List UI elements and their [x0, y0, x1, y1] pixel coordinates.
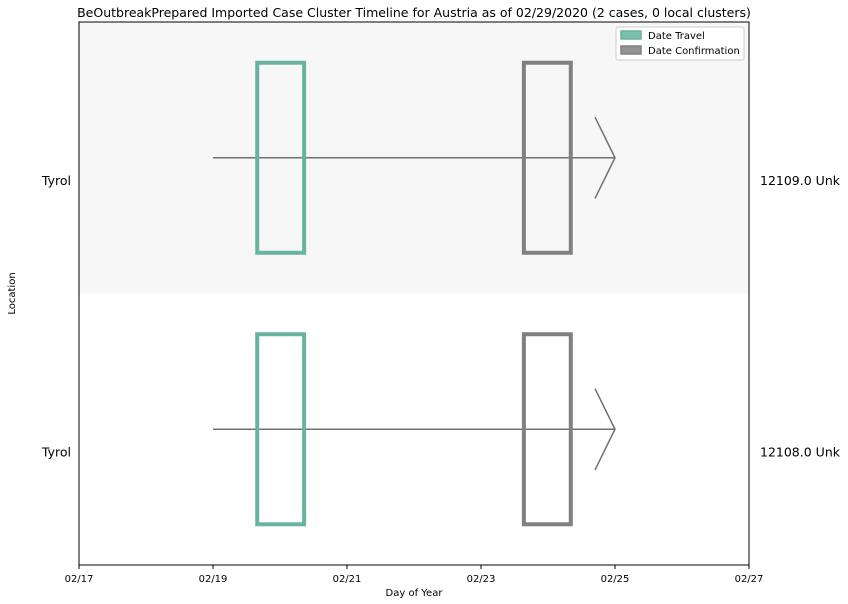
x-tick-label: 02/21 [333, 574, 362, 585]
case-id-label: 12108.0 Unk [760, 444, 841, 459]
location-label: Tyrol [41, 173, 71, 188]
case-0: Tyrol 12109.0 Unk [41, 60, 841, 255]
y-axis-label: Location [7, 272, 18, 314]
x-tick-label: 02/25 [601, 574, 630, 585]
x-axis-label: Day of Year [386, 588, 444, 599]
legend-box [615, 26, 745, 61]
confirmation-box [521, 332, 573, 527]
legend-swatch [620, 45, 642, 55]
case-1: Tyrol 12108.0 Unk [41, 332, 841, 527]
x-tick-label: 02/19 [199, 574, 228, 585]
x-tick-label: 02/27 [735, 574, 764, 585]
x-tick-label: 02/23 [467, 574, 496, 585]
arrow-head [594, 116, 616, 199]
x-axis: 02/17 02/19 02/21 02/23 02/25 02/27 [65, 565, 764, 585]
travel-box [255, 60, 307, 255]
confirmation-box [521, 60, 573, 255]
location-label: Tyrol [41, 444, 71, 459]
arrow-head [594, 388, 616, 471]
legend-entry-label: Date Confirmation [648, 46, 740, 57]
plot-frame [78, 21, 750, 566]
legend-entry-label: Date Travel [648, 31, 705, 42]
case-id-label: 12109.0 Unk [760, 173, 841, 188]
case-marks: Tyrol 12109.0 Unk Tyrol 12108.0 Unk [41, 60, 841, 527]
legend: Date Travel Date Confirmation [615, 26, 745, 61]
x-tick-label: 02/17 [65, 574, 94, 585]
chart-title: BeOutbreakPrepared Imported Case Cluster… [77, 5, 751, 20]
travel-box [255, 332, 307, 527]
legend-swatch [620, 30, 642, 40]
